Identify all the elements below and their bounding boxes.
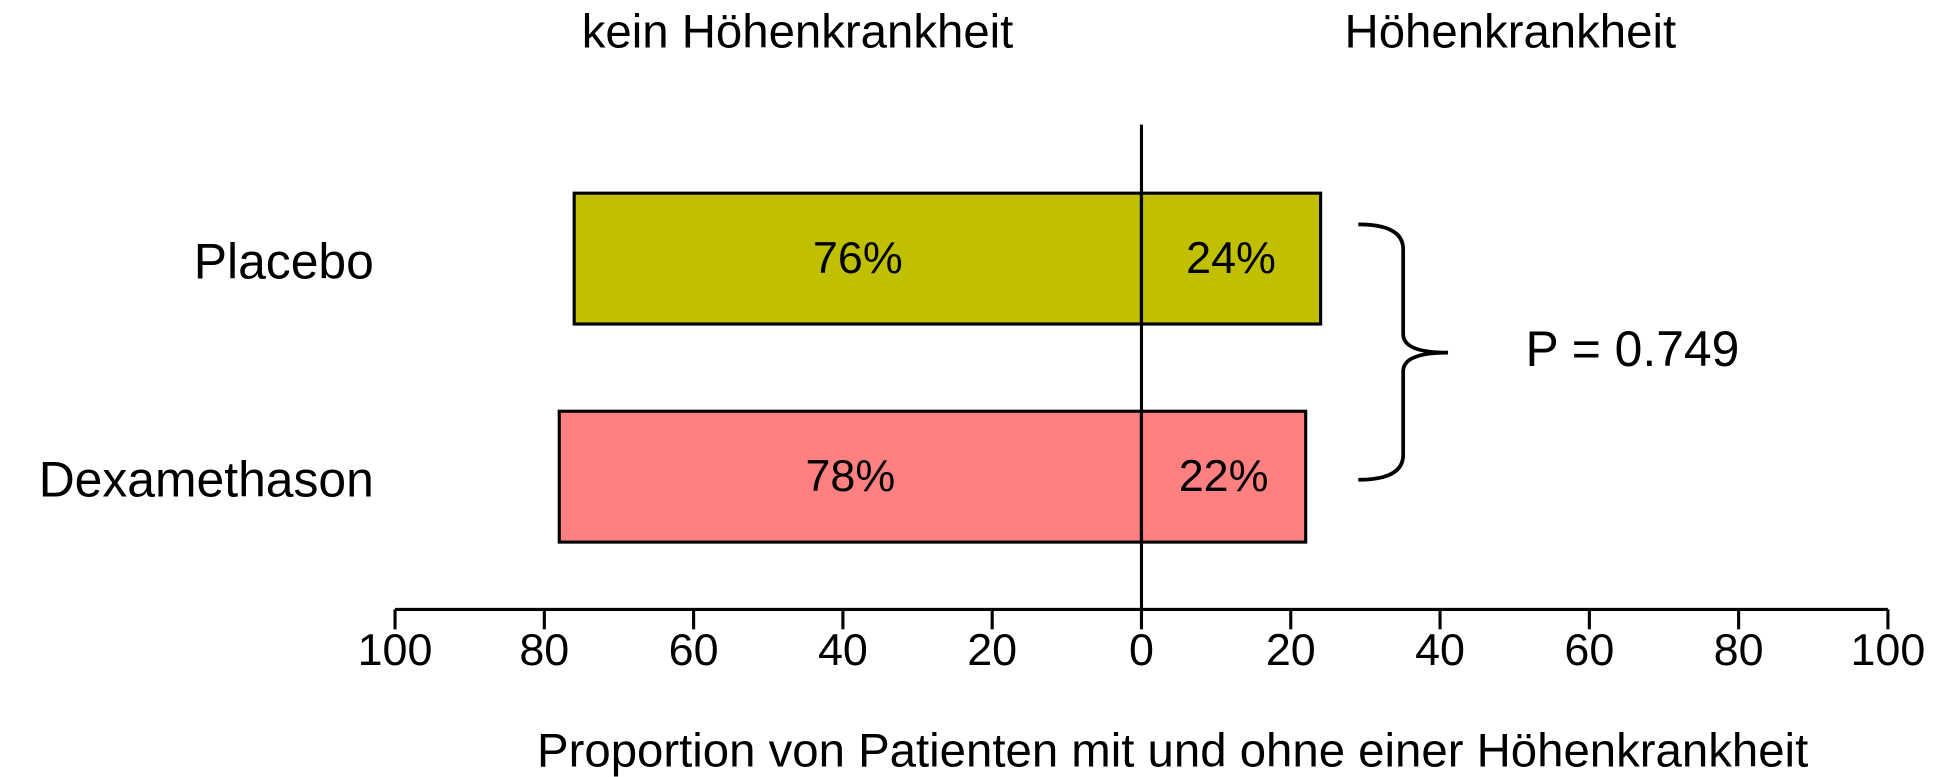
x-tick-label: 20 xyxy=(967,624,1017,675)
x-tick-label: 100 xyxy=(1850,624,1925,675)
x-tick-label: 60 xyxy=(669,624,719,675)
value-label: 76% xyxy=(813,232,903,283)
x-tick-label: 0 xyxy=(1129,624,1154,675)
value-label: 22% xyxy=(1179,450,1269,501)
x-tick-label: 80 xyxy=(519,624,569,675)
x-tick-label: 100 xyxy=(358,624,433,675)
x-tick-label: 20 xyxy=(1266,624,1316,675)
x-tick-label: 40 xyxy=(818,624,868,675)
series-header: Höhenkrankheit xyxy=(1345,5,1677,58)
x-tick-label: 60 xyxy=(1564,624,1614,675)
x-tick-label: 40 xyxy=(1415,624,1465,675)
x-axis-label: Proportion von Patienten mit und ohne ei… xyxy=(537,724,1808,777)
bar xyxy=(1139,409,1308,544)
category-label: Dexamethason xyxy=(39,452,374,508)
bar xyxy=(557,409,1144,544)
series-header: kein Höhenkrankheit xyxy=(582,5,1014,58)
bar xyxy=(1139,191,1323,326)
bar xyxy=(572,191,1144,326)
x-tick-label: 80 xyxy=(1714,624,1764,675)
brace xyxy=(1358,222,1449,482)
p-value: P = 0.749 xyxy=(1526,321,1740,377)
value-label: 24% xyxy=(1186,232,1276,283)
value-label: 78% xyxy=(805,450,895,501)
category-label: Placebo xyxy=(194,234,374,290)
